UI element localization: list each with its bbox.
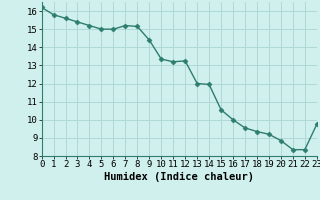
X-axis label: Humidex (Indice chaleur): Humidex (Indice chaleur) <box>104 172 254 182</box>
